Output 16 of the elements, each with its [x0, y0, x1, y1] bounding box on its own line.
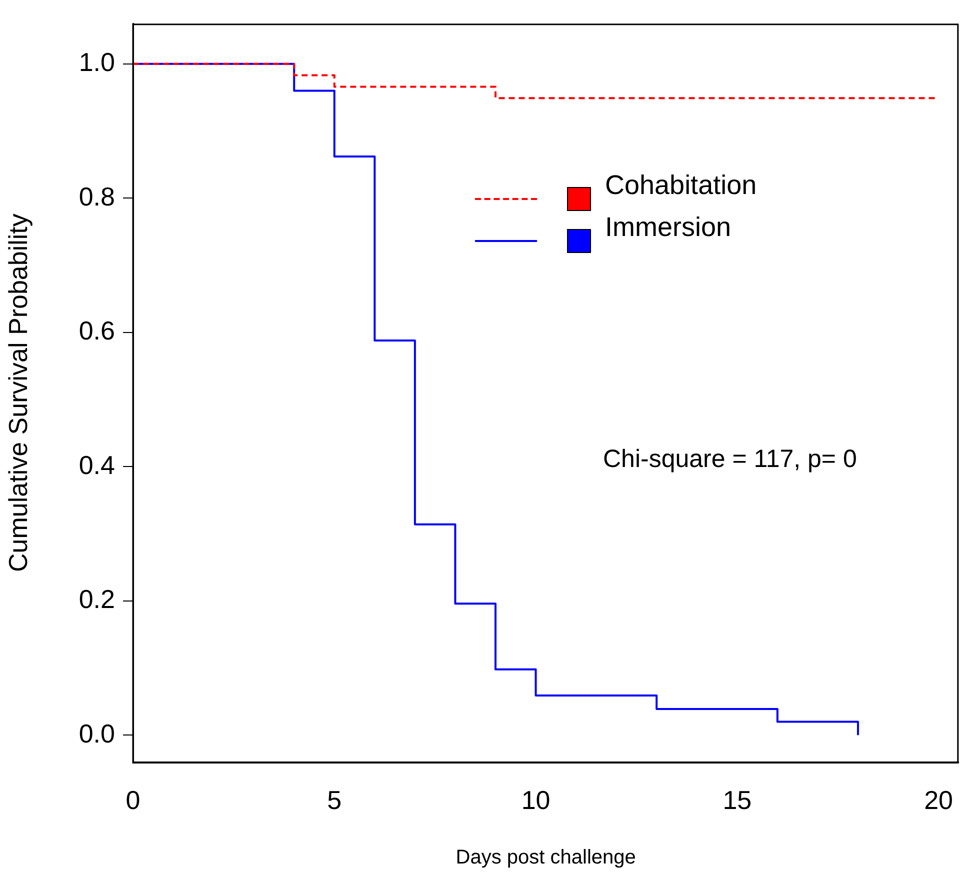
x-tick-label: 5 [327, 784, 342, 815]
legend-label: Immersion [605, 212, 732, 242]
y-tick-label: 0.8 [78, 181, 115, 212]
legend-label: Cohabitation [605, 170, 757, 200]
x-tick-label: 15 [722, 784, 752, 815]
y-tick-label: 1.0 [78, 47, 115, 78]
x-axis-title: Days post challenge [456, 846, 636, 869]
y-axis-title: Cumulative Survival Probability [2, 214, 33, 572]
y-tick-label: 0.6 [78, 316, 115, 346]
y-tick-label: 0.2 [78, 584, 115, 614]
annotation: Chi-square = 117, p= 0 [603, 445, 857, 474]
x-tick-label: 20 [924, 784, 953, 815]
y-tick-label: 0.4 [78, 450, 115, 480]
x-tick-label: 10 [521, 784, 550, 815]
y-tick-label: 0.0 [78, 718, 115, 748]
x-tick-label: 0 [126, 784, 140, 815]
